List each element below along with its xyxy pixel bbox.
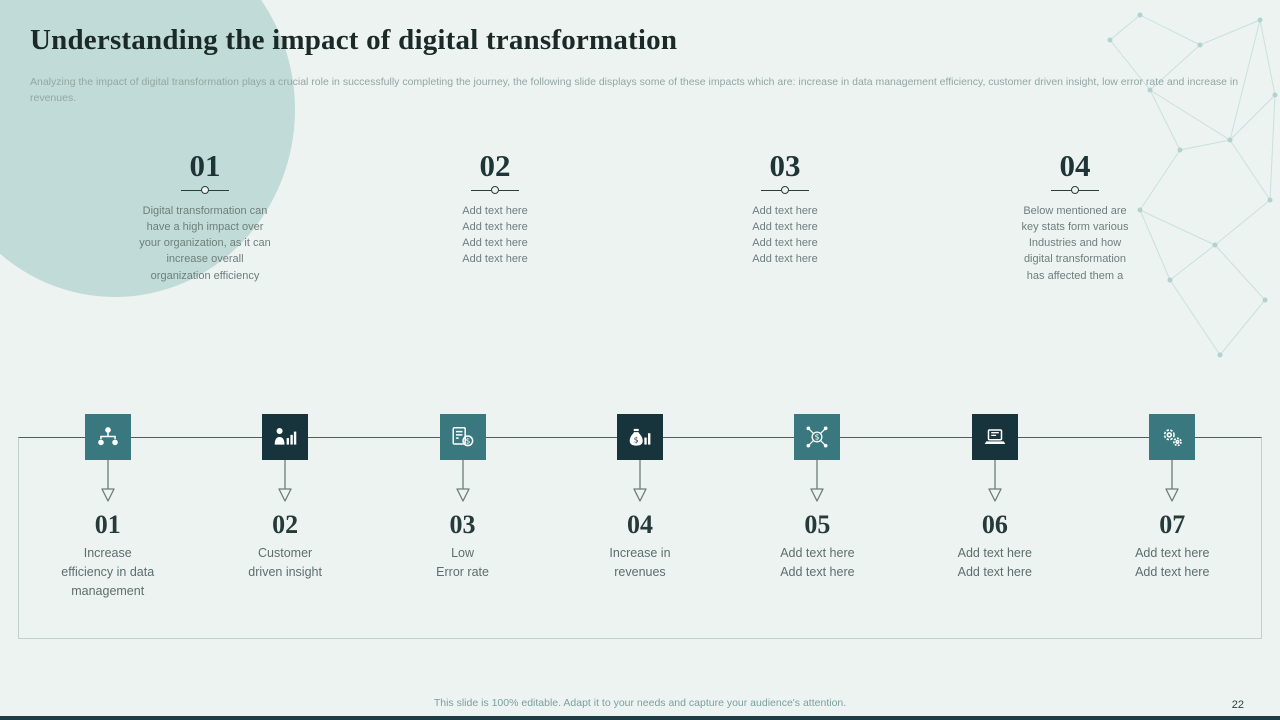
svg-text:$: $ [465,437,470,446]
timeline-step-label: Add text here Add text here [1135,546,1210,579]
top-item-number: 04 [1059,148,1091,183]
timeline-step-1: 01 Increase efficiency in data managemen… [19,414,196,638]
footer-note: This slide is 100% editable. Adapt it to… [433,697,847,709]
revenue-growth-icon: $ [616,414,663,460]
timeline-step-number: 05 [804,510,831,539]
timeline-box: 01 Increase efficiency in data managemen… [18,414,1262,639]
number-marker [471,186,519,196]
timeline-step-number: 03 [449,510,476,539]
top-item-number: 02 [479,148,511,183]
timeline-step-5: $ 05 Add text here Add text here [729,414,906,638]
network-dollar-icon: $ [794,414,841,460]
top-item-text: Below mentioned are key stats form vario… [1021,205,1129,282]
customer-insight-icon [262,414,309,460]
timeline-step-label: Customer driven insight [248,546,322,579]
top-item-1: 01 Digital transformation can have a hig… [115,150,295,284]
timeline-step-label: Increase efficiency in data management [61,546,155,598]
timeline-step-3: $ 03 Low Error rate [374,414,551,638]
laptop-learning-icon [971,414,1018,460]
bottom-bar [0,716,1280,720]
timeline-step-number: 06 [981,510,1008,539]
timeline-step-label: Increase in revenues [609,546,671,579]
down-arrow-icon [633,460,647,502]
down-arrow-icon [101,460,115,502]
top-item-number: 03 [769,148,801,183]
calculator-money-icon: $ [439,414,486,460]
down-arrow-icon [1165,460,1179,502]
top-item-3: 03 Add text here Add text here Add text … [695,150,875,268]
timeline-step-number: 07 [1159,510,1186,539]
slide-subtitle: Analyzing the impact of digital transfor… [30,76,1239,105]
down-arrow-icon [278,460,292,502]
down-arrow-icon [988,460,1002,502]
top-item-number: 01 [189,148,221,183]
timeline-step-label: Add text here Add text here [957,546,1032,579]
top-item-2: 02 Add text here Add text here Add text … [405,150,585,268]
page-number: 22 [1231,699,1244,711]
network-pattern [1107,12,1278,358]
svg-text:$: $ [815,433,820,442]
top-item-text: Digital transformation can have a high i… [139,205,271,282]
gears-icon [1149,414,1196,460]
down-arrow-icon [455,460,470,502]
timeline-step-label: Add text here Add text here [780,546,855,579]
org-hierarchy-icon [84,414,131,460]
timeline-step-7: 07 Add text here Add text here [1084,414,1261,638]
timeline-step-label: Low Error rate [436,546,489,579]
timeline-step-4: $ 04 Increase in revenues [551,414,728,638]
page-title: Understanding the impact of digital tran… [30,24,678,56]
timeline-step-6: 06 Add text here Add text here [906,414,1083,638]
down-arrow-icon [810,460,825,502]
impact-summary-row: 01 Digital transformation can have a hig… [0,150,1280,310]
timeline-step-number: 04 [626,510,653,539]
top-item-text: Add text here Add text here Add text her… [462,205,528,266]
timeline-step-2: 02 Customer driven insight [196,414,373,638]
number-marker [761,186,809,196]
top-item-4: 04 Below mentioned are key stats form va… [985,150,1165,284]
timeline-step-number: 01 [94,510,121,539]
number-marker [181,186,229,196]
top-item-text: Add text here Add text here Add text her… [752,205,818,266]
timeline-step-number: 02 [272,510,299,539]
svg-text:$: $ [634,435,639,444]
number-marker [1051,186,1099,196]
